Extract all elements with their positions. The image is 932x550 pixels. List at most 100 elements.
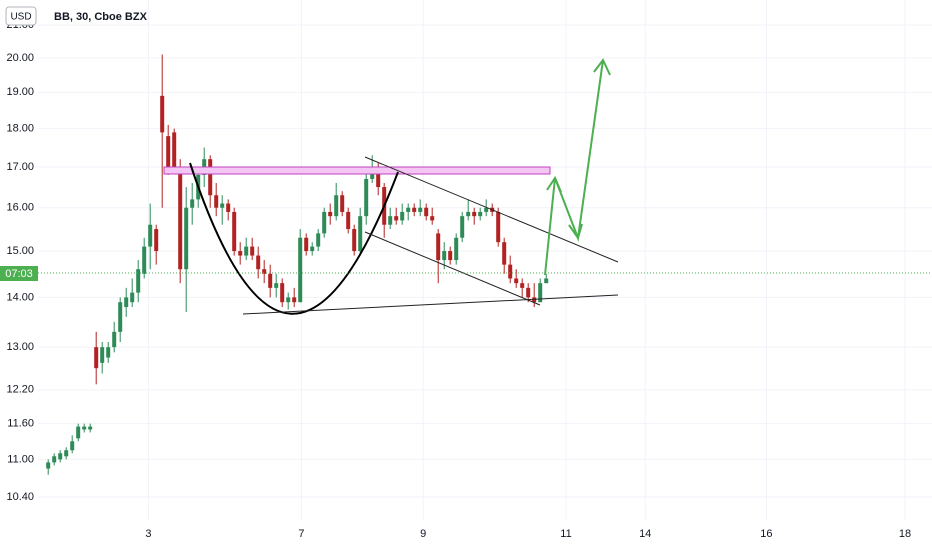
support-line [242, 294, 619, 315]
x-tick-label: 7 [298, 528, 304, 540]
candle-body [520, 283, 525, 288]
candle-body [64, 450, 69, 457]
candle-body [214, 195, 219, 208]
candle-body [298, 237, 303, 303]
candle-body [508, 264, 513, 279]
candle-body [256, 255, 261, 270]
candle-body [424, 207, 429, 217]
candle-body [262, 269, 267, 274]
candle-body [220, 203, 225, 208]
candle-body [292, 297, 297, 303]
y-tick-label: 17.00 [6, 161, 34, 173]
candle-body [166, 136, 171, 168]
y-tick-label: 11.60 [7, 418, 34, 430]
y-tick-label: 11.00 [7, 453, 34, 465]
candle-body [478, 211, 483, 217]
candle-body [436, 233, 441, 261]
y-tick-label: 20.00 [6, 52, 34, 64]
candle-body [136, 269, 141, 293]
arrow-head [568, 223, 583, 241]
x-tick-label: 9 [420, 528, 426, 540]
countdown-box [0, 266, 38, 281]
y-tick-label: 15.00 [6, 245, 34, 257]
y-tick-label: 14.00 [6, 291, 34, 303]
x-tick-label: 16 [760, 528, 772, 540]
candle-body [388, 216, 393, 225]
x-tick-label: 18 [899, 528, 911, 540]
candle-body [442, 251, 447, 261]
x-tick-label: 14 [639, 528, 651, 540]
candle-body [244, 246, 249, 256]
candle-body [172, 132, 177, 168]
candle-body [418, 207, 423, 212]
candle-body [358, 216, 363, 252]
cup-curve [189, 162, 399, 315]
candle-body [118, 302, 123, 332]
projection-arrows [544, 59, 604, 276]
candle-body [124, 297, 129, 308]
candle-body [268, 273, 273, 288]
candle-body [364, 178, 369, 217]
candle-body [100, 347, 105, 363]
candle-body [232, 211, 237, 252]
candle-body [340, 195, 345, 212]
candle-body [496, 211, 501, 243]
candle-body [46, 462, 51, 469]
currency: USD [10, 12, 31, 23]
candle-body [226, 203, 231, 212]
candle-body [76, 426, 81, 439]
candle-body [94, 347, 99, 369]
candle-body [502, 242, 507, 265]
candle-body [112, 331, 117, 348]
y-tick-label: 10.40 [6, 491, 34, 503]
candle-body [454, 237, 459, 261]
candle-body [484, 207, 489, 212]
candle-body [376, 167, 381, 188]
candle-body [82, 426, 87, 430]
candle-body [130, 292, 135, 303]
countdown: 07:03 [5, 268, 33, 280]
x-tick-label: 11 [560, 528, 571, 540]
candle-body [406, 207, 411, 212]
y-tick-label: 18.00 [6, 123, 34, 135]
candle-body [250, 246, 255, 256]
candle-body [448, 251, 453, 261]
candle-body [316, 233, 321, 247]
candle-body [190, 199, 195, 208]
candle-body [142, 246, 147, 274]
candle-body [88, 426, 93, 430]
candle-body [526, 287, 531, 298]
candle-body [274, 283, 279, 288]
candle-body [184, 207, 189, 270]
candle-body [394, 216, 399, 221]
candle-body [148, 224, 153, 247]
candle-body [352, 229, 357, 252]
arrow-head [546, 175, 562, 193]
channel-lower [364, 231, 541, 306]
candle-body [346, 211, 351, 230]
currency-box [5, 6, 37, 26]
candle-body [532, 297, 537, 303]
candle-body [58, 453, 63, 460]
candle-body [544, 278, 549, 284]
candle-body [208, 159, 213, 196]
drawings [38, 58, 932, 315]
arrow-head [593, 58, 611, 76]
candle-body [412, 207, 417, 212]
candle-body [160, 95, 165, 133]
y-tick-label: 12.20 [6, 384, 34, 396]
y-tick-label: 16.00 [6, 202, 34, 214]
resistance-zone [163, 166, 551, 175]
candle-body [430, 216, 435, 221]
price-axis [0, 0, 38, 520]
candle-body [328, 211, 333, 217]
candle-body [238, 251, 243, 256]
candle-body [514, 278, 519, 284]
candle-body [280, 283, 285, 303]
candle-body [322, 211, 327, 234]
channel-upper [364, 156, 619, 263]
x-tick-label: 3 [145, 528, 151, 540]
candle-body [52, 456, 57, 463]
